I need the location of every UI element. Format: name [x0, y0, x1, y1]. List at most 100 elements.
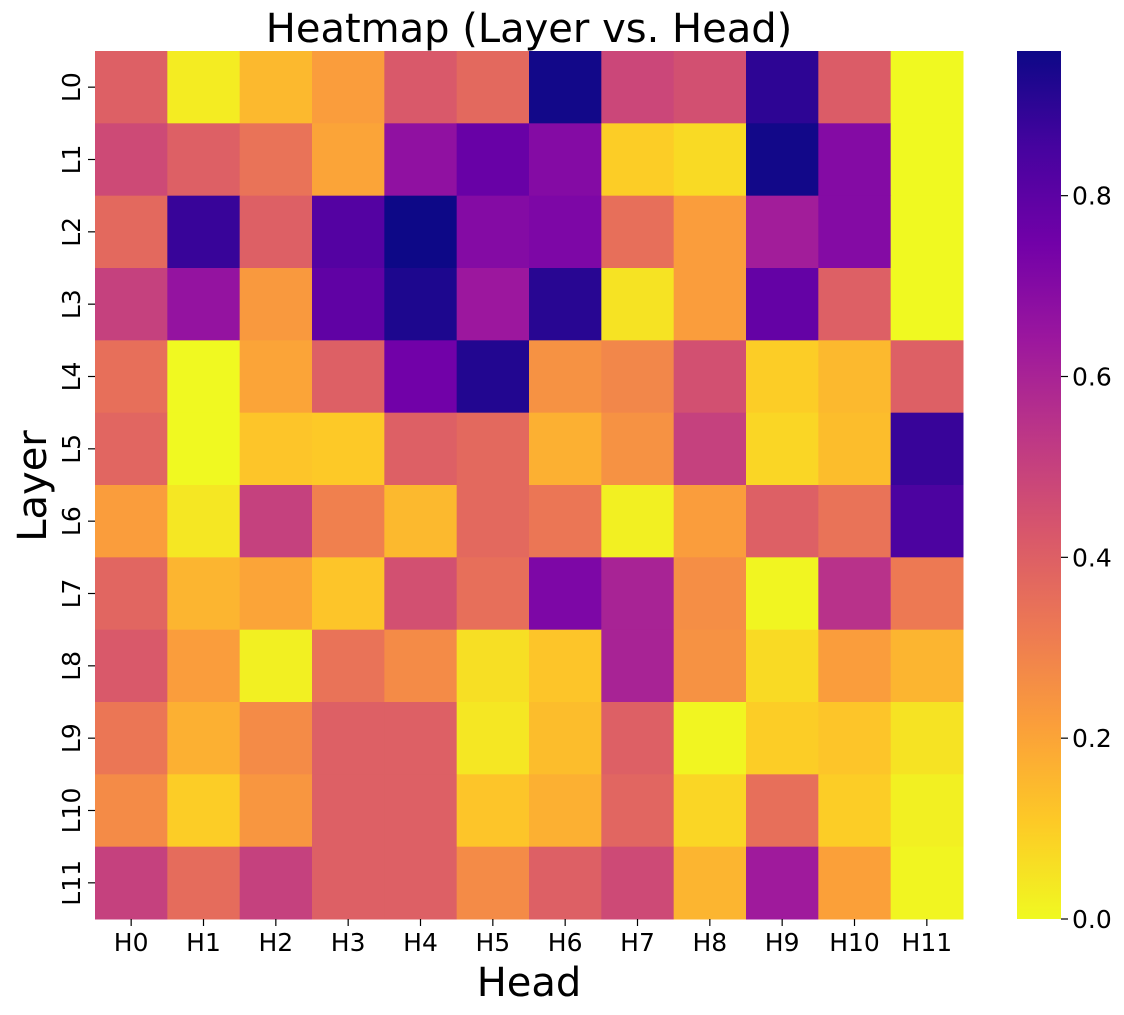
heatmap-cell-L8-H5	[456, 629, 530, 703]
heatmap-cell-L0-H6	[529, 51, 602, 124]
x-tick-label: H6	[548, 928, 583, 957]
heatmap-cell-L2-H9	[746, 195, 819, 269]
heatmap-cell-L4-H10	[818, 340, 892, 414]
heatmap-cell-L1-H7	[601, 123, 675, 197]
heatmap-cell-L9-H10	[818, 702, 892, 775]
heatmap-cell-L4-H1	[167, 340, 241, 414]
heatmap-cell-L4-H0	[95, 340, 168, 414]
heatmap-cell-L11-H2	[239, 846, 313, 920]
heatmap-cell-L2-H2	[239, 195, 313, 269]
heatmap-cell-L6-H0	[95, 485, 168, 558]
x-tick-label: H3	[331, 928, 366, 957]
heatmap-cell-L3-H3	[312, 268, 385, 341]
colorbar-tick-label: 0.2	[1072, 724, 1112, 753]
colorbar-tick-label: 0.4	[1072, 543, 1112, 572]
heatmap-cell-L0-H0	[95, 51, 168, 124]
heatmap-cell-L2-H0	[95, 195, 168, 269]
x-tick-label: H1	[186, 928, 221, 957]
heatmap-cell-L3-H8	[673, 268, 747, 341]
heatmap-cell-L7-H4	[384, 557, 458, 631]
heatmap-cell-L10-H1	[167, 774, 241, 848]
y-tick-label: L8	[57, 651, 86, 681]
x-tick-label: H0	[114, 928, 149, 957]
heatmap-cell-L1-H6	[529, 123, 602, 197]
heatmap-cell-L5-H8	[673, 412, 747, 486]
heatmap-cell-L8-H8	[673, 629, 747, 703]
heatmap-cell-L5-H5	[456, 412, 530, 486]
heatmap-cell-L7-H2	[239, 557, 313, 631]
heatmap-cell-L9-H1	[167, 702, 241, 775]
heatmap-cell-L3-H7	[601, 268, 675, 341]
y-tick-label: L2	[57, 217, 86, 247]
heatmap-cell-L0-H5	[456, 51, 530, 124]
heatmap-cell-L5-H6	[529, 412, 602, 486]
heatmap-cell-L8-H6	[529, 629, 602, 703]
colorbar-tick-label: 0.0	[1072, 905, 1112, 934]
heatmap-cell-L10-H8	[673, 774, 747, 848]
heatmap-cell-L10-H10	[818, 774, 892, 848]
heatmap-cell-L7-H11	[890, 557, 964, 631]
heatmap-cell-L7-H1	[167, 557, 241, 631]
heatmap-cell-L3-H10	[818, 268, 892, 341]
heatmap-cell-L0-H9	[746, 51, 819, 124]
heatmap-cell-L1-H4	[384, 123, 458, 197]
heatmap-cell-L8-H11	[890, 629, 964, 703]
y-tick-label: L5	[57, 434, 86, 464]
heatmap-cell-L3-H6	[529, 268, 602, 341]
heatmap-cell-L1-H9	[746, 123, 819, 197]
x-tick-label: H7	[620, 928, 655, 957]
heatmap-cell-L9-H3	[312, 702, 385, 775]
x-axis-ticks: H0 H1 H2 H3 H4 H5 H6 H7 H8 H9 H10 H11	[114, 919, 952, 957]
heatmap-cell-L11-H1	[167, 846, 241, 920]
heatmap-cells	[95, 51, 964, 920]
heatmap-cell-L8-H1	[167, 629, 241, 703]
y-axis-label: Layer	[10, 430, 56, 542]
heatmap-cell-L7-H5	[456, 557, 530, 631]
heatmap-cell-L10-H6	[529, 774, 602, 848]
heatmap-cell-L1-H10	[818, 123, 892, 197]
heatmap-cell-L6-H8	[673, 485, 747, 558]
heatmap-cell-L6-H3	[312, 485, 385, 558]
x-tick-label: H9	[765, 928, 800, 957]
heatmap-cell-L11-H6	[529, 846, 602, 920]
heatmap-cell-L0-H10	[818, 51, 892, 124]
heatmap-cell-L7-H9	[746, 557, 819, 631]
heatmap-cell-L2-H10	[818, 195, 892, 269]
heatmap-cell-L5-H0	[95, 412, 168, 486]
heatmap-cell-L9-H9	[746, 702, 819, 775]
heatmap-cell-L6-H7	[601, 485, 675, 558]
heatmap-cell-L8-H7	[601, 629, 675, 703]
heatmap-cell-L10-H2	[239, 774, 313, 848]
heatmap-cell-L8-H3	[312, 629, 385, 703]
heatmap-cell-L0-H3	[312, 51, 385, 124]
colorbar: 0.0 0.2 0.4 0.6 0.8	[1017, 51, 1112, 934]
heatmap-cell-L7-H6	[529, 557, 602, 631]
heatmap-cell-L3-H0	[95, 268, 168, 341]
heatmap-cell-L9-H7	[601, 702, 675, 775]
y-tick-label: L1	[57, 145, 86, 175]
heatmap-cell-L0-H11	[890, 51, 964, 124]
heatmap-cell-L10-H5	[456, 774, 530, 848]
heatmap-cell-L4-H6	[529, 340, 602, 414]
heatmap-cell-L3-H5	[456, 268, 530, 341]
y-axis-ticks: L0 L1 L2 L3 L4 L5 L6 L7 L8 L9 L10 L11	[57, 72, 95, 906]
heatmap-cell-L2-H3	[312, 195, 385, 269]
heatmap-cell-L4-H4	[384, 340, 458, 414]
heatmap-cell-L1-H3	[312, 123, 385, 197]
heatmap-cell-L6-H9	[746, 485, 819, 558]
heatmap-cell-L7-H0	[95, 557, 168, 631]
heatmap-cell-L2-H1	[167, 195, 241, 269]
x-tick-label: H8	[692, 928, 727, 957]
heatmap-cell-L6-H10	[818, 485, 892, 558]
heatmap-cell-L2-H4	[384, 195, 458, 269]
heatmap-cell-L4-H3	[312, 340, 385, 414]
heatmap-cell-L4-H7	[601, 340, 675, 414]
heatmap-cell-L6-H1	[167, 485, 241, 558]
heatmap-cell-L11-H0	[95, 846, 168, 920]
heatmap-cell-L6-H4	[384, 485, 458, 558]
heatmap-cell-L9-H8	[673, 702, 747, 775]
heatmap-cell-L10-H0	[95, 774, 168, 848]
heatmap-cell-L2-H5	[456, 195, 530, 269]
heatmap-cell-L10-H4	[384, 774, 458, 848]
heatmap-cell-L10-H3	[312, 774, 385, 848]
